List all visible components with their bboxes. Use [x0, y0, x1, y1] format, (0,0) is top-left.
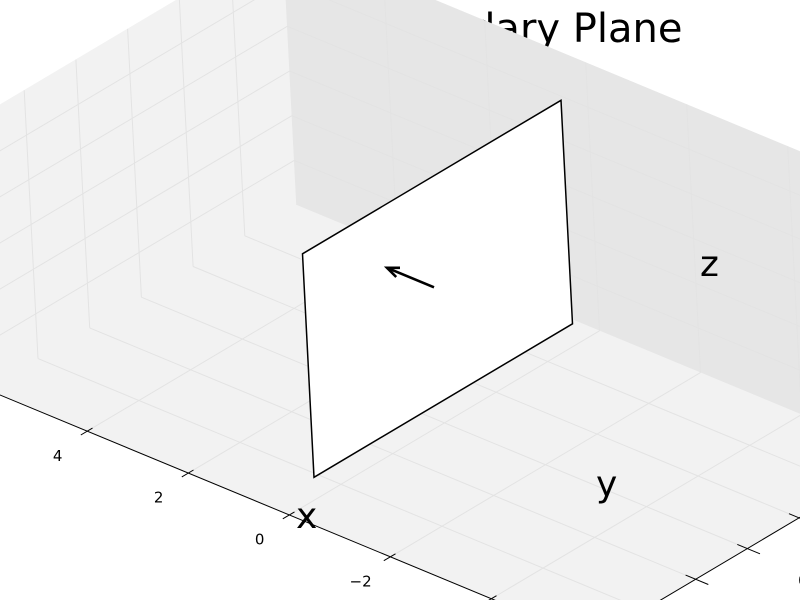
y-tick-label: 0	[798, 572, 800, 590]
x-tick-mark	[181, 469, 194, 478]
x-tick-label: −2	[350, 573, 372, 591]
gridline-z-wall-x	[0, 0, 255, 152]
gridline-z-wall-y	[289, 70, 800, 284]
gridline-z-wall-x	[0, 115, 293, 290]
tick-marks	[80, 427, 800, 600]
y-tick-mark	[788, 513, 800, 519]
x-tick-label: 4	[53, 447, 63, 465]
gridline-z-wall-y	[287, 25, 800, 240]
z-axis-label: z	[700, 244, 719, 285]
y-axis-label: y	[596, 464, 617, 505]
y-tick-mark	[685, 574, 709, 585]
gridline-y-floor	[192, 266, 800, 519]
boundary-plane	[301, 99, 574, 479]
gridline-y-floor	[89, 327, 696, 580]
x-tick-label: 0	[255, 531, 265, 549]
gridline-y-floor	[141, 296, 748, 549]
gridline-z-wall-y	[291, 115, 800, 328]
x-tick-mark	[488, 595, 497, 600]
gridline-z-wall-x	[0, 159, 295, 336]
gridline-z-wall-x	[0, 70, 290, 244]
normal-arrow-head	[383, 266, 400, 278]
gridline-y-floor	[37, 358, 622, 600]
normal-arrow-shaft	[386, 266, 435, 289]
y-tick-mark	[737, 543, 761, 555]
gridline-z-wall-y	[328, 0, 800, 196]
x-tick-mark	[80, 427, 93, 436]
x-tick-label: 2	[154, 489, 164, 507]
x-tick-mark	[383, 553, 396, 562]
x-axis-label: x	[296, 496, 317, 537]
plane-face	[301, 99, 574, 479]
gridline-z-wall-x	[0, 25, 288, 198]
normal-arrow	[383, 266, 435, 289]
x-tick-mark	[282, 511, 295, 520]
